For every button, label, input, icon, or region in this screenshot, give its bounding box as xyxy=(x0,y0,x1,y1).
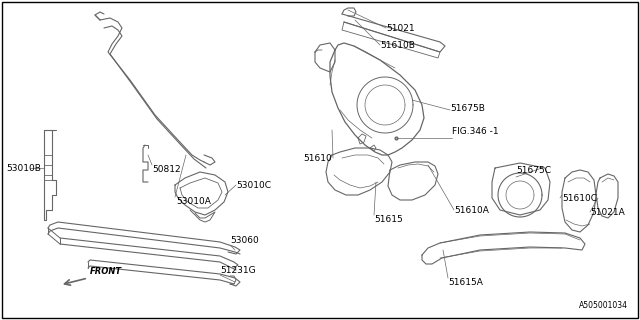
Text: 53010C: 53010C xyxy=(236,180,271,189)
Text: A505001034: A505001034 xyxy=(579,301,628,310)
Text: FRONT: FRONT xyxy=(90,267,122,276)
Text: 51615A: 51615A xyxy=(448,278,483,287)
Text: 51610A: 51610A xyxy=(454,205,489,214)
Text: 51610C: 51610C xyxy=(562,194,597,203)
Text: 51231G: 51231G xyxy=(220,266,255,275)
Text: 51610B: 51610B xyxy=(380,41,415,50)
Text: 51675B: 51675B xyxy=(450,103,485,113)
Text: 50812: 50812 xyxy=(152,165,180,174)
Text: 53010B: 53010B xyxy=(6,164,41,172)
Text: 53060: 53060 xyxy=(230,236,259,245)
Text: 51615: 51615 xyxy=(374,215,403,224)
Text: 51021A: 51021A xyxy=(590,207,625,217)
Text: 53010A: 53010A xyxy=(176,197,211,206)
Text: 51021: 51021 xyxy=(386,23,415,33)
Text: FIG.346 -1: FIG.346 -1 xyxy=(452,127,499,136)
Text: 51675C: 51675C xyxy=(516,166,551,175)
Text: 51610: 51610 xyxy=(303,154,332,163)
